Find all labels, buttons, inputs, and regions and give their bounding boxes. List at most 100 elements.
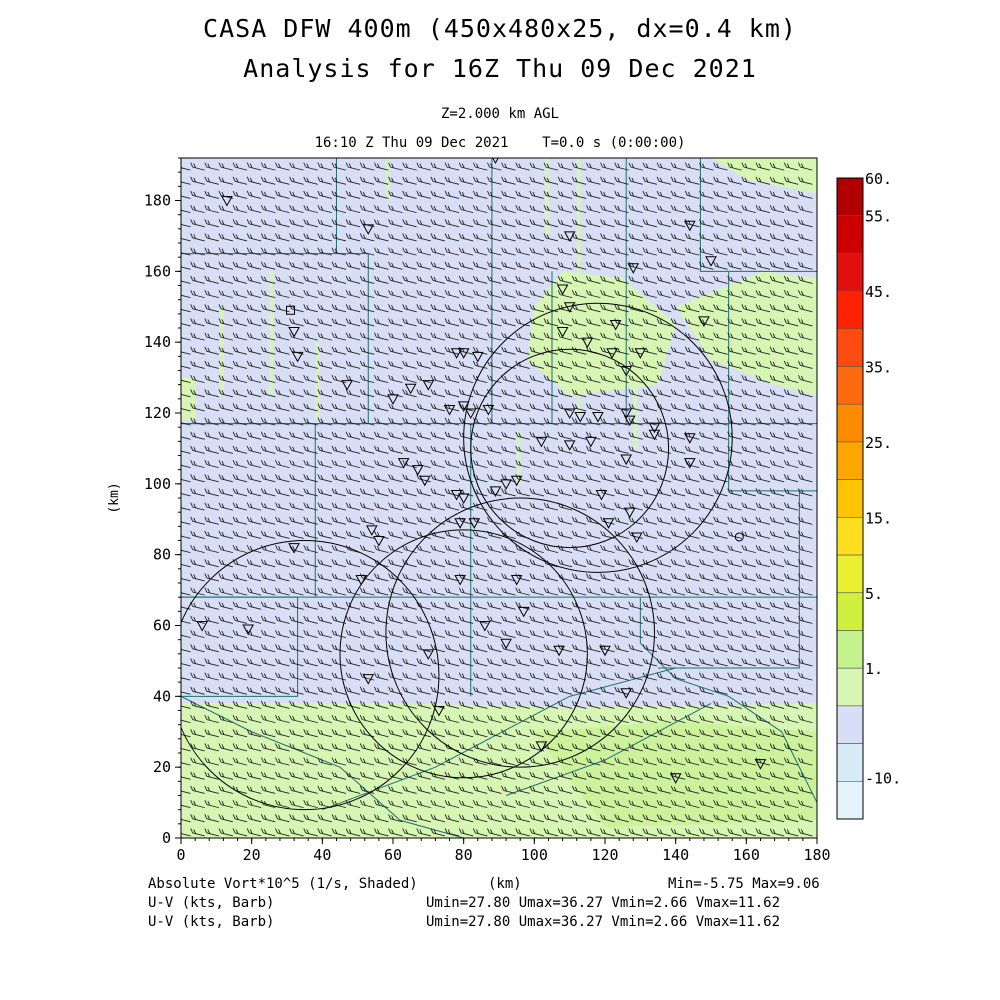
station-marker: [288, 327, 300, 338]
wind-barb: [388, 431, 403, 440]
wind-barb: [515, 318, 530, 327]
wind-barb: [317, 601, 332, 610]
wind-barb: [430, 544, 446, 554]
wind-barb: [388, 459, 403, 469]
wind-barb: [458, 544, 474, 554]
wind-barb: [699, 374, 714, 384]
wind-barb: [529, 219, 544, 228]
wind-barb: [204, 658, 219, 667]
station-marker: [683, 458, 696, 469]
wind-barb: [769, 799, 785, 809]
wind-barb: [218, 828, 234, 837]
shading-streak: [516, 430, 521, 484]
wind-barb: [345, 289, 361, 299]
wind-barb: [543, 601, 559, 610]
wind-barb: [571, 714, 587, 724]
wind-barb: [557, 828, 573, 837]
wind-barb: [303, 658, 318, 667]
wind-barb: [769, 162, 785, 171]
wind-barb: [642, 573, 658, 582]
wind-barb: [642, 445, 658, 454]
wind-barb: [600, 459, 615, 469]
wind-barb: [797, 374, 813, 384]
wind-barb: [190, 318, 205, 327]
wind-barb: [797, 247, 813, 256]
wind-barb: [571, 204, 587, 214]
wind-barb: [670, 587, 686, 596]
station-marker: [196, 621, 209, 632]
wind-barb: [345, 757, 361, 766]
wind-barb: [204, 573, 219, 582]
wind-barb: [232, 615, 248, 624]
wind-barb: [543, 275, 559, 284]
wind-barb: [543, 445, 559, 454]
wind-barb: [571, 459, 587, 469]
wind-barb: [458, 799, 474, 809]
wind-barb: [600, 445, 615, 454]
wind-barb: [515, 629, 530, 639]
station-marker: [422, 380, 435, 391]
wind-barb: [670, 644, 686, 653]
wind-barb: [430, 644, 446, 653]
wind-barb: [472, 573, 488, 582]
field-label-vorticity: Absolute Vort*10^5 (1/s, Shaded): [148, 876, 418, 892]
wind-barb: [543, 814, 559, 823]
wind-barb: [303, 700, 318, 709]
x-tick-label: 60: [384, 846, 402, 864]
wind-barb: [430, 219, 446, 228]
wind-barb: [402, 459, 417, 469]
wind-barb: [642, 799, 658, 809]
wind-barb: [656, 587, 672, 596]
wind-barb: [656, 233, 672, 242]
wind-barb: [501, 176, 516, 185]
wind-barb: [543, 771, 559, 780]
wind-barb: [373, 488, 389, 497]
wind-barb: [656, 204, 672, 214]
wind-barb: [713, 360, 728, 369]
wind-barb: [741, 799, 756, 809]
wind-barb: [543, 799, 559, 809]
wind-barb: [670, 176, 686, 185]
wind-barb: [232, 757, 248, 766]
wind-barb: [769, 686, 785, 695]
wind-barb: [317, 304, 332, 313]
wind-barb: [388, 374, 403, 384]
wind-barb: [430, 516, 446, 525]
wind-barb: [402, 799, 417, 809]
wind-barb: [402, 360, 417, 369]
wind-barb: [670, 389, 686, 398]
station-marker: [648, 429, 661, 441]
wind-barb: [190, 374, 205, 384]
wind-barb: [699, 573, 714, 582]
wind-barb: [741, 700, 756, 709]
wind-barb: [699, 615, 714, 624]
wind-barb: [529, 247, 544, 256]
station-marker: [602, 518, 615, 529]
wind-barb: [783, 346, 799, 355]
wind-barb: [232, 162, 248, 171]
wind-barb: [783, 714, 799, 724]
wind-barb: [741, 672, 756, 681]
wind-barb: [797, 204, 813, 214]
wind-barb: [444, 445, 460, 454]
wind-barb: [444, 360, 460, 369]
wind-barb: [303, 530, 318, 539]
wind-barb: [529, 360, 544, 369]
wind-barb: [529, 771, 544, 780]
wind-barb: [727, 332, 742, 341]
wind-barb: [331, 190, 347, 199]
wind-barb: [472, 686, 488, 695]
wind-barb: [373, 318, 389, 327]
wind-barb: [303, 601, 318, 610]
wind-barb: [614, 474, 629, 483]
wind-barb: [741, 219, 756, 228]
wind-barb: [515, 785, 530, 794]
wind-barb: [303, 686, 318, 695]
wind-barb: [600, 814, 615, 823]
wind-barb: [388, 219, 403, 228]
wind-barb: [232, 544, 248, 554]
wind-barb: [331, 828, 347, 837]
wind-barb: [232, 360, 248, 369]
wind-barb: [571, 389, 587, 398]
